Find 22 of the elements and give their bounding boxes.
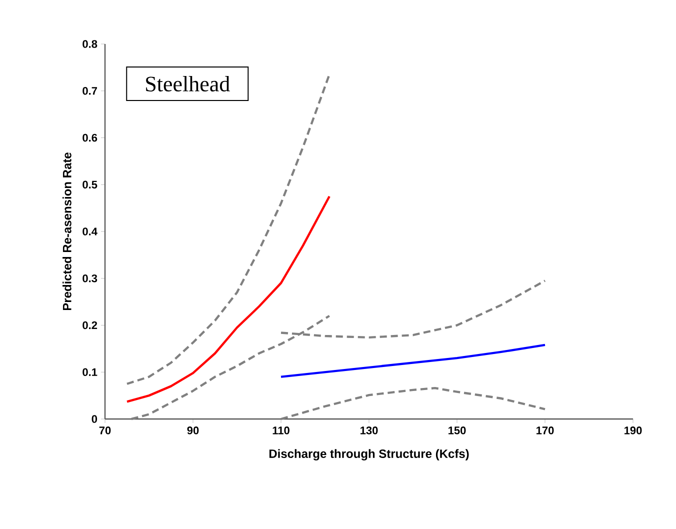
y-tick-label: 0.8: [82, 40, 98, 48]
y-tick-label: 0.6: [82, 134, 98, 142]
y-tick-label: 0.1: [82, 368, 98, 376]
x-tick-label: 190: [624, 426, 642, 434]
y-axis-title: Predicted Re-asension Rate: [62, 152, 72, 310]
line-series: [126, 73, 330, 385]
x-tick-label: 90: [187, 426, 199, 434]
annotation: Steelhead: [146, 76, 230, 92]
x-tick-label: 70: [99, 426, 111, 434]
x-tick-label: 130: [360, 426, 378, 434]
y-tick-label: 0.7: [82, 86, 98, 95]
y-tick-label: 0.4: [82, 228, 98, 236]
x-tick-label: 150: [448, 426, 466, 434]
line-series: [280, 386, 546, 420]
x-tick-label: 170: [536, 426, 554, 434]
x-axis-title: Discharge through Structure (Kcfs): [269, 449, 469, 460]
x-tick-label: 110: [272, 426, 290, 434]
line-series: [126, 195, 330, 403]
y-tick-label: 0.3: [82, 274, 98, 282]
y-tick-label: 0.2: [82, 321, 98, 330]
y-tick-label: 0.5: [82, 180, 98, 189]
y-tick-label: 0: [92, 415, 98, 423]
